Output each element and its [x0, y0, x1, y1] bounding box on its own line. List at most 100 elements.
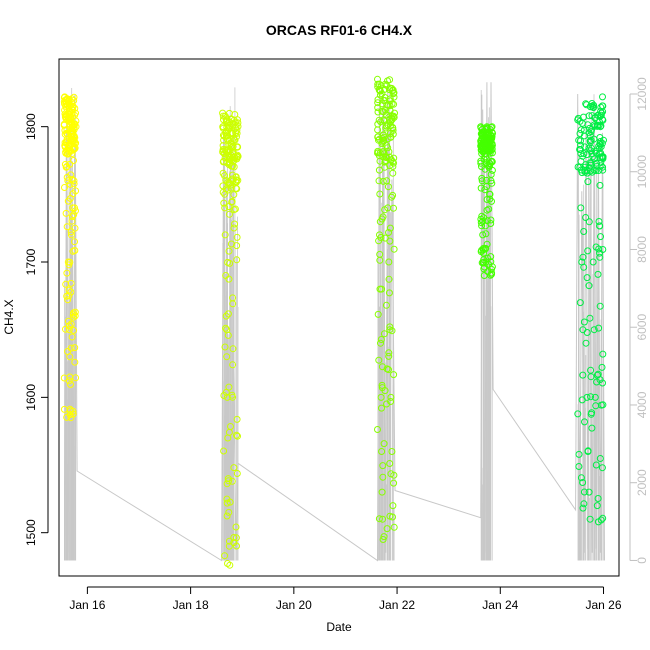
- data-point: [223, 124, 231, 132]
- data-point: [67, 381, 74, 388]
- data-point: [72, 187, 80, 195]
- data-point: [380, 148, 387, 156]
- data-point: [71, 238, 78, 246]
- data-point: [65, 322, 73, 330]
- data-point: [486, 144, 494, 152]
- data-point: [477, 219, 485, 227]
- data-point: [224, 560, 231, 567]
- data-point: [384, 135, 392, 143]
- data-point: [233, 256, 241, 264]
- data-point: [584, 447, 592, 455]
- data-point: [386, 107, 394, 115]
- data-point: [231, 111, 239, 118]
- data-point: [596, 455, 604, 462]
- y-tick-label: 1800: [24, 113, 38, 140]
- data-point: [585, 282, 593, 290]
- data-point: [381, 206, 389, 214]
- data-point: [385, 352, 393, 360]
- data-point: [478, 177, 486, 185]
- data-point: [389, 502, 397, 510]
- data-point: [583, 274, 591, 282]
- data-point: [596, 253, 604, 261]
- data-point: [376, 87, 384, 95]
- data-point: [386, 102, 394, 110]
- data-point: [63, 173, 71, 181]
- data-point: [383, 122, 391, 130]
- data-point: [65, 377, 73, 385]
- data-point: [387, 470, 395, 478]
- x-tick-label: Jan 24: [482, 598, 518, 612]
- data-point: [66, 180, 74, 188]
- data-point: [221, 343, 229, 351]
- data-point: [386, 153, 393, 161]
- data-point: [60, 120, 68, 128]
- y-tick-label: 1700: [24, 248, 38, 275]
- data-point: [231, 118, 239, 126]
- data-point: [62, 209, 70, 217]
- data-point: [389, 130, 397, 138]
- data-point: [220, 199, 228, 207]
- data-point: [592, 461, 600, 469]
- data-point: [228, 198, 236, 205]
- data-point: [63, 223, 71, 231]
- data-point: [224, 310, 232, 318]
- data-point: [61, 160, 69, 168]
- data-point: [388, 327, 396, 335]
- data-point: [596, 138, 604, 145]
- data-point: [70, 180, 78, 188]
- data-point: [576, 299, 584, 307]
- data-point: [222, 312, 230, 320]
- data-point: [223, 353, 231, 361]
- data-point: [379, 462, 387, 470]
- data-point: [580, 132, 588, 140]
- data-point: [374, 426, 381, 433]
- data-point: [226, 498, 234, 506]
- data-point: [225, 477, 233, 485]
- data-point: [376, 190, 384, 198]
- data-point: [233, 242, 241, 250]
- data-point: [588, 145, 596, 152]
- data-point: [387, 393, 395, 401]
- y-axis-left: 1500 1600 1700 1800: [24, 113, 49, 546]
- data-point: [596, 222, 604, 230]
- data-point: [582, 100, 590, 108]
- data-point: [577, 474, 585, 482]
- data-point: [383, 154, 391, 162]
- data-point: [386, 224, 394, 232]
- data-point: [579, 504, 587, 512]
- data-point: [379, 213, 387, 221]
- data-point: [595, 167, 603, 174]
- data-point: [378, 448, 386, 455]
- data-point: [379, 515, 387, 523]
- data-point: [597, 516, 605, 524]
- data-point: [221, 154, 229, 162]
- data-point: [378, 140, 386, 148]
- data-point: [580, 318, 588, 326]
- data-point: [577, 126, 585, 134]
- data-point: [66, 160, 74, 168]
- data-point: [220, 132, 228, 140]
- data-point: [383, 81, 390, 89]
- data-point: [584, 178, 592, 186]
- data-point: [376, 149, 384, 157]
- data-point: [577, 137, 584, 145]
- data-point: [389, 163, 397, 170]
- data-point: [580, 488, 588, 496]
- data-point: [483, 125, 491, 133]
- data-point: [482, 230, 490, 238]
- data-point: [582, 339, 590, 347]
- data-point: [233, 431, 240, 439]
- data-point: [596, 181, 604, 189]
- data-point: [390, 204, 397, 212]
- data-point: [225, 537, 233, 545]
- data-point: [233, 542, 240, 550]
- data-point: [483, 240, 491, 248]
- data-point: [68, 217, 76, 225]
- data-point: [588, 424, 596, 432]
- data-point: [595, 324, 603, 332]
- data-point: [577, 204, 585, 212]
- data-point: [380, 330, 388, 338]
- data-point: [67, 231, 75, 239]
- data-point: [67, 228, 75, 236]
